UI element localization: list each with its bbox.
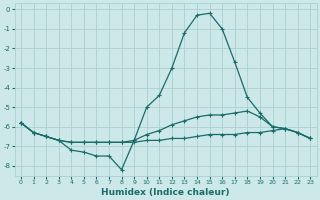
X-axis label: Humidex (Indice chaleur): Humidex (Indice chaleur) xyxy=(101,188,230,197)
